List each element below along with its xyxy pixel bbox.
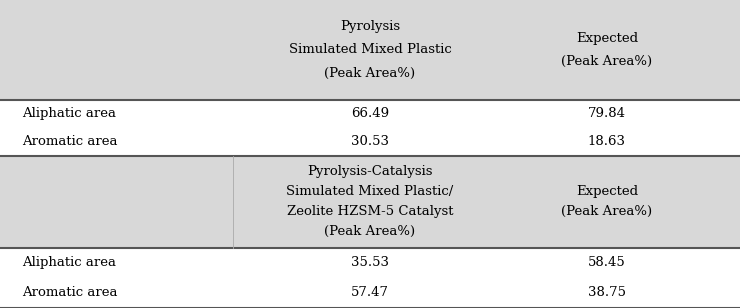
Text: Simulated Mixed Plastic/: Simulated Mixed Plastic/ bbox=[286, 185, 454, 198]
Text: Pyrolysis: Pyrolysis bbox=[340, 20, 400, 33]
Text: 30.53: 30.53 bbox=[351, 135, 389, 148]
Text: 57.47: 57.47 bbox=[351, 286, 389, 299]
Text: Zeolite HZSM-5 Catalyst: Zeolite HZSM-5 Catalyst bbox=[287, 205, 453, 218]
Text: 79.84: 79.84 bbox=[588, 107, 626, 120]
Bar bbox=[0, 156, 740, 248]
Bar bbox=[0, 248, 740, 308]
Text: 38.75: 38.75 bbox=[588, 286, 626, 299]
Text: (Peak Area%): (Peak Area%) bbox=[561, 205, 653, 218]
Text: 18.63: 18.63 bbox=[588, 135, 626, 148]
Text: (Peak Area%): (Peak Area%) bbox=[561, 55, 653, 68]
Text: Pyrolysis-Catalysis: Pyrolysis-Catalysis bbox=[307, 165, 433, 178]
Text: Aromatic area: Aromatic area bbox=[22, 135, 118, 148]
Text: Aliphatic area: Aliphatic area bbox=[22, 107, 116, 120]
Text: (Peak Area%): (Peak Area%) bbox=[324, 225, 416, 238]
Text: Simulated Mixed Plastic: Simulated Mixed Plastic bbox=[289, 43, 451, 56]
Bar bbox=[0, 100, 740, 156]
Text: Expected: Expected bbox=[576, 185, 638, 198]
Text: 35.53: 35.53 bbox=[351, 257, 389, 270]
Text: 66.49: 66.49 bbox=[351, 107, 389, 120]
Text: Expected: Expected bbox=[576, 32, 638, 45]
Text: Aromatic area: Aromatic area bbox=[22, 286, 118, 299]
Text: Aliphatic area: Aliphatic area bbox=[22, 257, 116, 270]
Text: (Peak Area%): (Peak Area%) bbox=[324, 67, 416, 79]
Text: 58.45: 58.45 bbox=[588, 257, 626, 270]
Bar bbox=[0, 0, 740, 100]
